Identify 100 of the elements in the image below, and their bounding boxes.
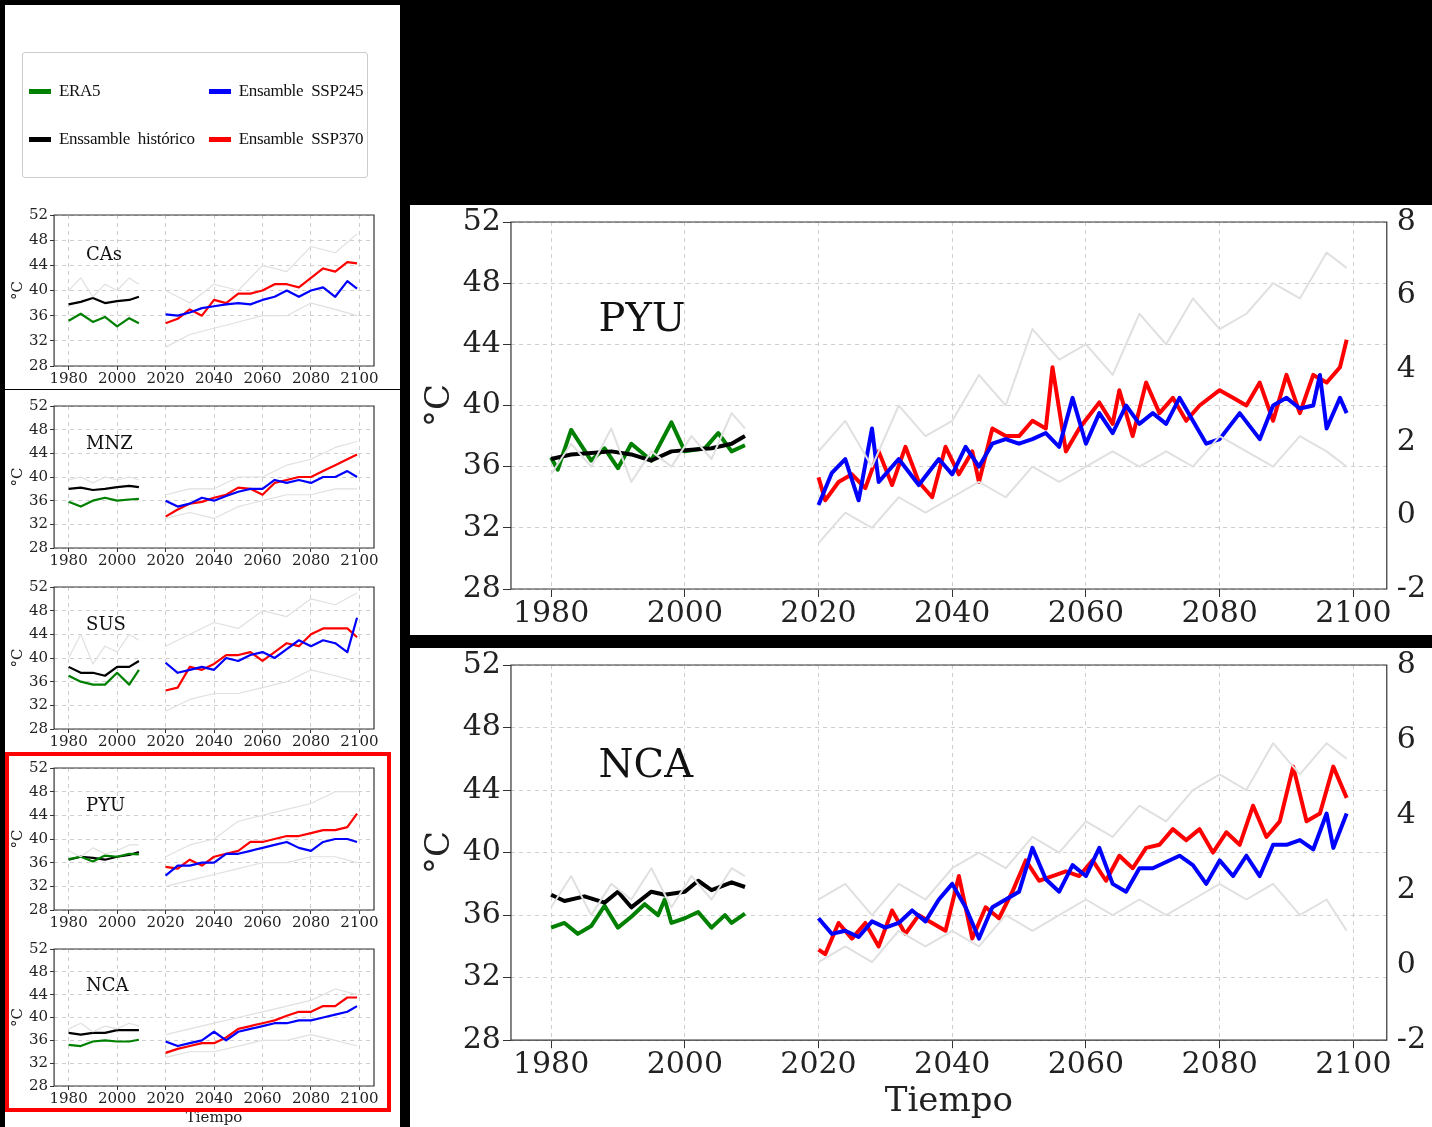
x-tick-label: 2000 [98, 551, 137, 570]
y-tick-label: 36 [462, 446, 501, 482]
x-tick-label: 2020 [146, 732, 185, 751]
legend-label: Ensamble SSP245 [237, 81, 364, 101]
x-tick-label: 2000 [646, 593, 723, 629]
y-tick-label: 32 [462, 957, 501, 993]
y-tick-label: 44 [28, 443, 49, 462]
y-axis-title: °C [417, 831, 458, 875]
x-tick-label: 2040 [194, 551, 234, 570]
y-tick-label: 48 [28, 781, 49, 800]
y2-tick-label: -2 [1396, 568, 1427, 604]
legend-label: ERA5 [58, 81, 102, 101]
y-tick-label: 44 [28, 984, 49, 1003]
y-tick-label: 36 [28, 852, 49, 871]
y-tick-label: 32 [28, 1053, 49, 1072]
x-tick-label: 2040 [194, 369, 234, 388]
y-axis-title: °C [7, 1008, 26, 1027]
y-tick-label: 48 [28, 230, 49, 249]
y-tick-label: 28 [462, 1020, 501, 1055]
y-tick-label: 52 [28, 757, 49, 776]
y2-tick-label: 2 [1396, 422, 1416, 457]
x-tick-label: 2060 [243, 732, 282, 751]
y2-tick-label: 6 [1396, 719, 1416, 755]
x-tick-label: 2020 [146, 369, 185, 388]
y-tick-label: 36 [28, 1030, 49, 1049]
y-axis-title: °C [7, 467, 26, 487]
y-tick-label: 48 [28, 419, 49, 438]
x-tick-label: 2100 [340, 369, 379, 388]
annotation: NCA [86, 973, 130, 995]
y2-tick-label: 0 [1396, 495, 1416, 531]
y-tick-label: 36 [28, 305, 49, 324]
y-tick-label: 32 [28, 514, 49, 533]
y2-tick-label: 8 [1396, 644, 1416, 680]
y-tick-label: 28 [28, 899, 49, 918]
x-tick-label: 2080 [291, 1089, 331, 1108]
x-tick-label: 2060 [1047, 593, 1125, 629]
y-tick-label: 48 [462, 707, 501, 743]
x-tick-label: 2020 [780, 1045, 857, 1080]
x-tick-label: 1980 [49, 913, 88, 932]
y-tick-label: 36 [28, 490, 49, 509]
y-tick-label: 28 [28, 537, 49, 556]
x-tick-label: 2080 [291, 369, 331, 388]
y-tick-label: 44 [462, 324, 501, 360]
y-tick-label: 52 [462, 201, 501, 237]
y2-tick-label: -2 [1396, 1020, 1427, 1055]
annotation: PYU [86, 794, 126, 816]
x-tick-label: 2000 [98, 1089, 137, 1108]
x-tick-label: 2000 [98, 369, 137, 388]
y2-tick-label: 8 [1396, 201, 1416, 237]
annotation: NCA [598, 739, 695, 786]
y-tick-label: 40 [28, 280, 49, 299]
x-tick-label: 1980 [49, 551, 88, 570]
y-tick-label: 44 [28, 624, 49, 643]
x-tick-label: 2020 [146, 1089, 185, 1108]
y-tick-label: 28 [28, 355, 49, 374]
x-tick-label: 1980 [512, 1045, 590, 1080]
x-tick-label: 2060 [1047, 1045, 1125, 1080]
x-tick-label: 2100 [1315, 1045, 1392, 1080]
x-tick-label: 2100 [340, 913, 379, 932]
annotation: MNZ [86, 432, 133, 454]
y-tick-label: 52 [28, 576, 49, 595]
annotation: SUS [86, 613, 126, 635]
y2-tick-label: 2 [1396, 869, 1416, 905]
y-tick-label: 48 [28, 961, 49, 980]
y-tick-label: 40 [28, 647, 49, 666]
y-tick-label: 28 [462, 568, 501, 604]
x-tick-label: 2020 [146, 551, 185, 570]
y-tick-label: 48 [462, 262, 501, 298]
x-tick-label: 2100 [340, 732, 379, 751]
x-tick-label: 2040 [194, 913, 234, 932]
annotation: PYU [598, 294, 686, 341]
x-tick-label: 1980 [49, 369, 88, 388]
x-tick-label: 2040 [194, 1089, 234, 1108]
x-tick-label: 2000 [98, 732, 137, 751]
legend-label: Enssamble histórico [58, 129, 195, 149]
x-tick-label: 2020 [780, 593, 857, 629]
x-tick-label: 2080 [291, 551, 331, 570]
x-tick-label: 2100 [340, 551, 379, 570]
x-tick-label: 2060 [243, 1089, 282, 1108]
x-tick-label: 1980 [512, 593, 590, 629]
y-tick-label: 40 [462, 385, 501, 421]
x-tick-label: 1980 [49, 1089, 88, 1108]
x-tick-label: 2040 [194, 732, 234, 751]
y-tick-label: 36 [462, 894, 501, 930]
y2-tick-label: 6 [1396, 275, 1416, 311]
x-axis-title: Tiempo [884, 1079, 1013, 1120]
x-tick-label: 2080 [1181, 593, 1258, 629]
annotation: CAs [86, 243, 123, 265]
x-tick-label: 2100 [340, 1089, 379, 1108]
x-tick-label: 2080 [291, 913, 331, 932]
y-tick-label: 36 [28, 671, 49, 690]
y-axis-title: °C [7, 829, 26, 849]
y-tick-label: 52 [28, 395, 49, 414]
y-tick-label: 40 [462, 832, 501, 868]
x-tick-label: 2040 [914, 593, 991, 629]
x-tick-label: 2060 [243, 551, 282, 570]
y-tick-label: 48 [28, 600, 49, 619]
y2-tick-label: 4 [1396, 348, 1416, 384]
x-tick-label: 2000 [646, 1045, 723, 1080]
y-tick-label: 52 [462, 644, 501, 680]
